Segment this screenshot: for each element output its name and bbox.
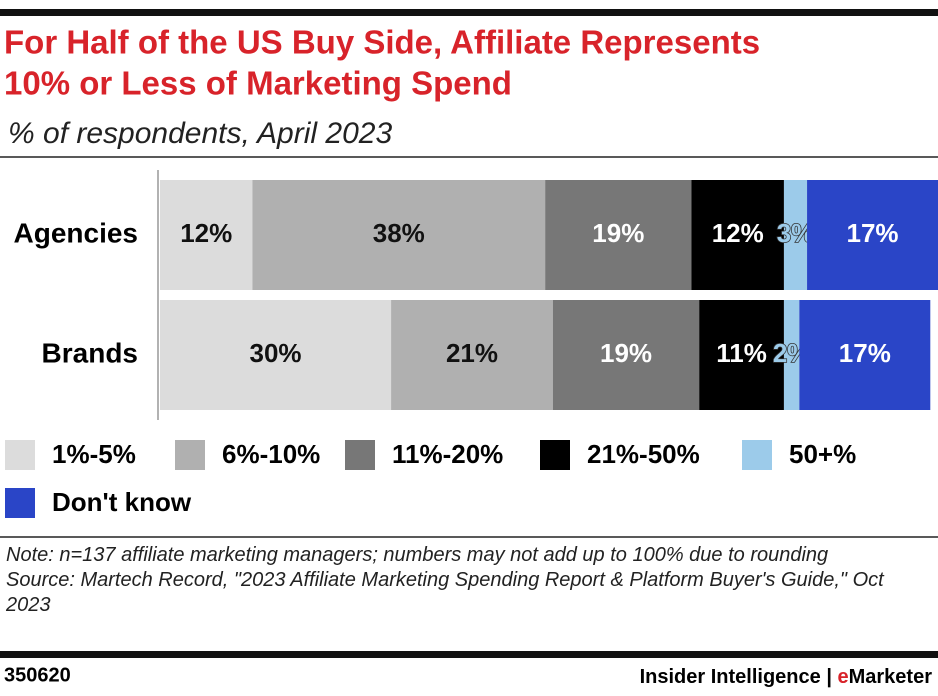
category-label: Brands bbox=[42, 337, 138, 368]
value-label: 11% bbox=[716, 338, 767, 368]
legend-label: 50+% bbox=[789, 439, 856, 469]
legend-label: 6%-10% bbox=[222, 439, 320, 469]
value-label: 38% bbox=[373, 218, 425, 248]
brand-accent: e bbox=[837, 666, 848, 688]
bar-segment bbox=[160, 180, 253, 290]
bar-segment bbox=[391, 300, 553, 410]
value-label: 17% bbox=[847, 218, 899, 248]
footer-id: 350620 bbox=[4, 664, 71, 686]
legend-swatch bbox=[5, 440, 35, 470]
top-rule bbox=[0, 9, 938, 16]
legend-swatch bbox=[5, 488, 35, 518]
chart-title: For Half of the US Buy Side, Affiliate R… bbox=[4, 24, 760, 61]
category-label: Agencies bbox=[14, 217, 139, 248]
value-label: 12% bbox=[180, 218, 232, 248]
bar-segment bbox=[160, 300, 392, 410]
legend-label: 21%-50% bbox=[587, 439, 700, 469]
footer-brand: Insider Intelligence | eMarketer bbox=[640, 666, 933, 688]
source: Source: Martech Record, "2023 Affiliate … bbox=[6, 569, 884, 616]
bar-segment bbox=[691, 180, 784, 290]
bar-segment bbox=[799, 300, 931, 410]
value-label: 30% bbox=[250, 338, 302, 368]
legend-swatch bbox=[175, 440, 205, 470]
publisher: Insider Intelligence bbox=[640, 666, 821, 688]
bar-segment bbox=[545, 180, 692, 290]
note: Note: n=137 affiliate marketing managers… bbox=[6, 544, 829, 566]
bar-segment bbox=[252, 180, 546, 290]
value-label: 21% bbox=[446, 338, 498, 368]
separator: | bbox=[826, 666, 832, 688]
bar-segment bbox=[783, 180, 808, 290]
chart-subtitle: % of respondents, April 2023 bbox=[8, 117, 392, 150]
chart-title: 10% or Less of Marketing Spend bbox=[4, 65, 512, 102]
bar-segment bbox=[783, 300, 800, 410]
bar-segment bbox=[807, 180, 938, 290]
legend-swatch bbox=[540, 440, 570, 470]
legend-swatch bbox=[742, 440, 772, 470]
notes: Note: n=137 affiliate marketing managers… bbox=[6, 543, 906, 618]
bottom-rule bbox=[0, 651, 938, 658]
legend-swatch bbox=[345, 440, 375, 470]
bar-segment bbox=[552, 300, 700, 410]
brand-rest: Marketer bbox=[849, 666, 933, 688]
value-label: 12% bbox=[712, 218, 764, 248]
legend-label: Don't know bbox=[52, 487, 192, 517]
value-label: 19% bbox=[592, 218, 644, 248]
value-label: 17% bbox=[839, 338, 891, 368]
legend-label: 11%-20% bbox=[392, 439, 503, 469]
value-label: 19% bbox=[600, 338, 652, 368]
bar-segment bbox=[699, 300, 784, 410]
legend-label: 1%-5% bbox=[52, 439, 136, 469]
